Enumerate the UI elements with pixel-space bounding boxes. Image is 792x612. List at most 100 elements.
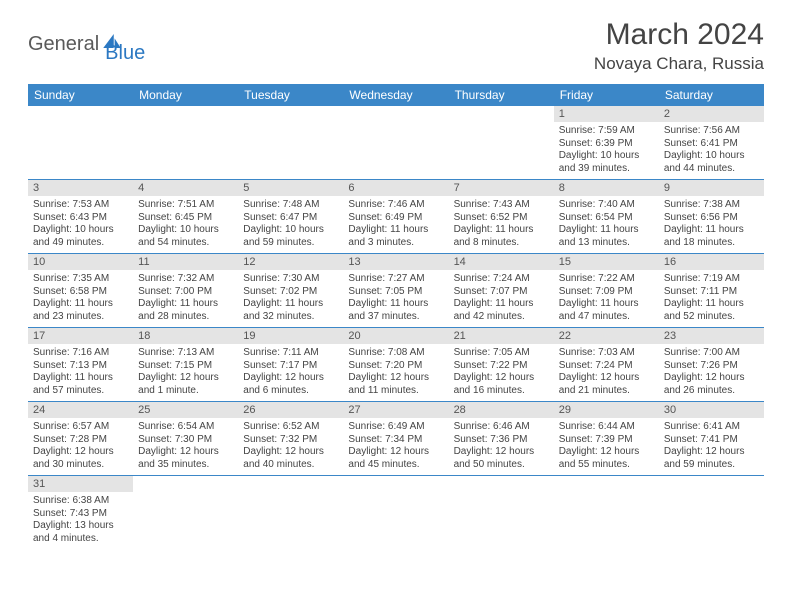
sunrise-text: Sunrise: 7:05 AM	[454, 347, 549, 360]
sunrise-text: Sunrise: 6:41 AM	[664, 421, 759, 434]
sunrise-text: Sunrise: 7:24 AM	[454, 273, 549, 286]
day-content: Sunrise: 7:56 AMSunset: 6:41 PMDaylight:…	[659, 122, 764, 179]
sunset-text: Sunset: 7:22 PM	[454, 360, 549, 373]
day-header: Thursday	[449, 84, 554, 106]
daylight-text: Daylight: 11 hours and 37 minutes.	[348, 298, 443, 323]
sunrise-text: Sunrise: 6:38 AM	[33, 495, 128, 508]
day-number: 14	[449, 254, 554, 270]
calendar-body: 1Sunrise: 7:59 AMSunset: 6:39 PMDaylight…	[28, 106, 764, 549]
daylight-text: Daylight: 12 hours and 21 minutes.	[559, 372, 654, 397]
daylight-text: Daylight: 11 hours and 3 minutes.	[348, 224, 443, 249]
sunrise-text: Sunrise: 7:59 AM	[559, 125, 654, 138]
day-content: Sunrise: 7:05 AMSunset: 7:22 PMDaylight:…	[449, 344, 554, 401]
calendar-cell: 8Sunrise: 7:40 AMSunset: 6:54 PMDaylight…	[554, 180, 659, 254]
day-number: 6	[343, 180, 448, 196]
month-title: March 2024	[594, 18, 764, 52]
day-number: 22	[554, 328, 659, 344]
daylight-text: Daylight: 11 hours and 13 minutes.	[559, 224, 654, 249]
daylight-text: Daylight: 12 hours and 16 minutes.	[454, 372, 549, 397]
calendar-table: Sunday Monday Tuesday Wednesday Thursday…	[28, 84, 764, 549]
calendar-cell: 22Sunrise: 7:03 AMSunset: 7:24 PMDayligh…	[554, 328, 659, 402]
calendar-cell	[28, 106, 133, 180]
daylight-text: Daylight: 12 hours and 45 minutes.	[348, 446, 443, 471]
sunset-text: Sunset: 7:13 PM	[33, 360, 128, 373]
sunset-text: Sunset: 7:17 PM	[243, 360, 338, 373]
daylight-text: Daylight: 12 hours and 1 minute.	[138, 372, 233, 397]
day-content: Sunrise: 7:35 AMSunset: 6:58 PMDaylight:…	[28, 270, 133, 327]
calendar-cell: 2Sunrise: 7:56 AMSunset: 6:41 PMDaylight…	[659, 106, 764, 180]
calendar-cell: 1Sunrise: 7:59 AMSunset: 6:39 PMDaylight…	[554, 106, 659, 180]
sunset-text: Sunset: 6:54 PM	[559, 212, 654, 225]
daylight-text: Daylight: 11 hours and 52 minutes.	[664, 298, 759, 323]
sunrise-text: Sunrise: 7:11 AM	[243, 347, 338, 360]
sunset-text: Sunset: 6:56 PM	[664, 212, 759, 225]
logo-text-general: General	[28, 33, 99, 56]
daylight-text: Daylight: 12 hours and 55 minutes.	[559, 446, 654, 471]
calendar-cell: 28Sunrise: 6:46 AMSunset: 7:36 PMDayligh…	[449, 402, 554, 476]
day-content: Sunrise: 6:46 AMSunset: 7:36 PMDaylight:…	[449, 418, 554, 475]
calendar-cell	[343, 476, 448, 550]
calendar-cell: 14Sunrise: 7:24 AMSunset: 7:07 PMDayligh…	[449, 254, 554, 328]
sunset-text: Sunset: 7:30 PM	[138, 434, 233, 447]
calendar-cell: 7Sunrise: 7:43 AMSunset: 6:52 PMDaylight…	[449, 180, 554, 254]
sunset-text: Sunset: 7:41 PM	[664, 434, 759, 447]
sunset-text: Sunset: 7:39 PM	[559, 434, 654, 447]
day-content: Sunrise: 7:03 AMSunset: 7:24 PMDaylight:…	[554, 344, 659, 401]
day-number: 7	[449, 180, 554, 196]
day-header: Tuesday	[238, 84, 343, 106]
sunset-text: Sunset: 6:47 PM	[243, 212, 338, 225]
daylight-text: Daylight: 11 hours and 57 minutes.	[33, 372, 128, 397]
day-number: 4	[133, 180, 238, 196]
day-number: 18	[133, 328, 238, 344]
calendar-cell: 30Sunrise: 6:41 AMSunset: 7:41 PMDayligh…	[659, 402, 764, 476]
sunrise-text: Sunrise: 6:46 AM	[454, 421, 549, 434]
calendar-cell: 11Sunrise: 7:32 AMSunset: 7:00 PMDayligh…	[133, 254, 238, 328]
day-number: 15	[554, 254, 659, 270]
day-number: 5	[238, 180, 343, 196]
calendar-cell	[133, 476, 238, 550]
day-content: Sunrise: 7:40 AMSunset: 6:54 PMDaylight:…	[554, 196, 659, 253]
daylight-text: Daylight: 12 hours and 11 minutes.	[348, 372, 443, 397]
sunrise-text: Sunrise: 6:57 AM	[33, 421, 128, 434]
sunset-text: Sunset: 6:52 PM	[454, 212, 549, 225]
calendar-cell: 24Sunrise: 6:57 AMSunset: 7:28 PMDayligh…	[28, 402, 133, 476]
sunrise-text: Sunrise: 7:00 AM	[664, 347, 759, 360]
sunrise-text: Sunrise: 7:46 AM	[348, 199, 443, 212]
day-content: Sunrise: 6:52 AMSunset: 7:32 PMDaylight:…	[238, 418, 343, 475]
sunset-text: Sunset: 7:07 PM	[454, 286, 549, 299]
day-number: 20	[343, 328, 448, 344]
sunrise-text: Sunrise: 7:40 AM	[559, 199, 654, 212]
daylight-text: Daylight: 10 hours and 54 minutes.	[138, 224, 233, 249]
calendar-cell: 15Sunrise: 7:22 AMSunset: 7:09 PMDayligh…	[554, 254, 659, 328]
sunrise-text: Sunrise: 7:19 AM	[664, 273, 759, 286]
day-header: Saturday	[659, 84, 764, 106]
calendar-cell: 21Sunrise: 7:05 AMSunset: 7:22 PMDayligh…	[449, 328, 554, 402]
daylight-text: Daylight: 11 hours and 32 minutes.	[243, 298, 338, 323]
day-number: 1	[554, 106, 659, 122]
calendar-cell: 31Sunrise: 6:38 AMSunset: 7:43 PMDayligh…	[28, 476, 133, 550]
day-number: 24	[28, 402, 133, 418]
sunrise-text: Sunrise: 6:49 AM	[348, 421, 443, 434]
sunrise-text: Sunrise: 7:08 AM	[348, 347, 443, 360]
calendar-cell: 16Sunrise: 7:19 AMSunset: 7:11 PMDayligh…	[659, 254, 764, 328]
daylight-text: Daylight: 10 hours and 39 minutes.	[559, 150, 654, 175]
day-number: 13	[343, 254, 448, 270]
sunrise-text: Sunrise: 7:38 AM	[664, 199, 759, 212]
calendar-cell: 27Sunrise: 6:49 AMSunset: 7:34 PMDayligh…	[343, 402, 448, 476]
calendar-cell: 12Sunrise: 7:30 AMSunset: 7:02 PMDayligh…	[238, 254, 343, 328]
day-number: 9	[659, 180, 764, 196]
header: General Blue March 2024 Novaya Chara, Ru…	[28, 18, 764, 74]
day-content: Sunrise: 7:59 AMSunset: 6:39 PMDaylight:…	[554, 122, 659, 179]
day-number: 10	[28, 254, 133, 270]
sunrise-text: Sunrise: 7:53 AM	[33, 199, 128, 212]
calendar-cell: 13Sunrise: 7:27 AMSunset: 7:05 PMDayligh…	[343, 254, 448, 328]
calendar-row: 10Sunrise: 7:35 AMSunset: 6:58 PMDayligh…	[28, 254, 764, 328]
day-number: 16	[659, 254, 764, 270]
day-content: Sunrise: 6:57 AMSunset: 7:28 PMDaylight:…	[28, 418, 133, 475]
day-content: Sunrise: 6:44 AMSunset: 7:39 PMDaylight:…	[554, 418, 659, 475]
calendar-cell: 5Sunrise: 7:48 AMSunset: 6:47 PMDaylight…	[238, 180, 343, 254]
day-number: 31	[28, 476, 133, 492]
day-header: Monday	[133, 84, 238, 106]
day-header: Wednesday	[343, 84, 448, 106]
daylight-text: Daylight: 11 hours and 23 minutes.	[33, 298, 128, 323]
